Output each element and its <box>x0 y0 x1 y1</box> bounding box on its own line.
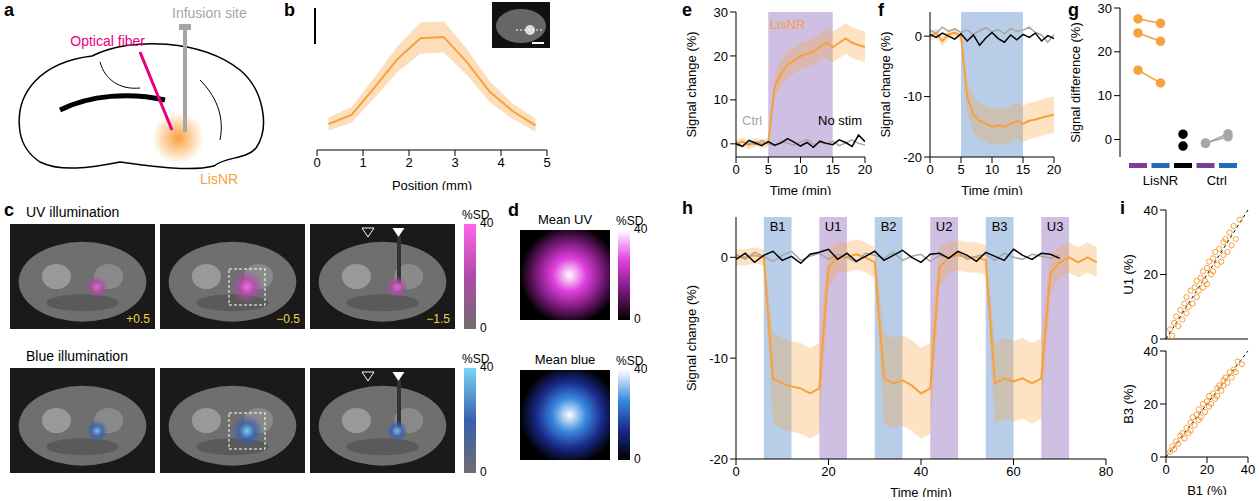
html-text:Blue illumination: Blue illumination <box>26 348 128 364</box>
svg-text:%SD: %SD <box>462 208 490 222</box>
svg-text:15: 15 <box>826 162 840 177</box>
svg-text:Time (min): Time (min) <box>890 485 952 497</box>
svg-text:0: 0 <box>1162 462 1169 477</box>
svg-text:3: 3 <box>451 155 458 170</box>
svg-text:40: 40 <box>480 216 494 230</box>
svg-text:2: 2 <box>405 155 412 170</box>
svg-text:LisNR: LisNR <box>200 171 238 187</box>
svg-text:60: 60 <box>1006 464 1020 479</box>
svg-text:0: 0 <box>480 321 487 335</box>
svg-text:Time (min): Time (min) <box>770 183 832 195</box>
svg-text:0: 0 <box>1105 132 1112 147</box>
svg-text:U1 (%): U1 (%) <box>1121 254 1136 294</box>
svg-text:40: 40 <box>480 360 494 374</box>
svg-text:40: 40 <box>634 222 648 236</box>
svg-text:0: 0 <box>1151 450 1158 465</box>
html-text:g: g <box>1068 0 1079 20</box>
html-text:UV illumination: UV illumination <box>26 204 120 220</box>
html-text:Ctrl: Ctrl <box>1206 173 1227 188</box>
svg-text:10: 10 <box>714 92 728 107</box>
svg-text:-10: -10 <box>709 351 728 366</box>
html-text:e: e <box>682 0 692 20</box>
svg-text:20: 20 <box>1144 397 1158 412</box>
svg-text:Time (min): Time (min) <box>961 183 1023 195</box>
svg-text:B1 (%): B1 (%) <box>1187 483 1227 495</box>
svg-text:Signal change (%): Signal change (%) <box>878 31 893 137</box>
svg-text:0: 0 <box>732 162 739 177</box>
svg-text:5: 5 <box>765 162 772 177</box>
svg-text:-10: -10 <box>903 89 922 104</box>
svg-text:Signal change (%): Signal change (%) <box>684 285 699 391</box>
svg-text:0: 0 <box>480 465 487 479</box>
svg-text:4: 4 <box>497 155 504 170</box>
svg-text:20: 20 <box>858 162 872 177</box>
svg-text:1: 1 <box>359 155 366 170</box>
svg-text:B1: B1 <box>770 219 786 234</box>
svg-text:Signal difference (%): Signal difference (%) <box>1068 22 1083 142</box>
svg-text:80: 80 <box>1099 464 1113 479</box>
svg-text:0: 0 <box>915 29 922 44</box>
svg-text:%SD: %SD <box>616 354 644 368</box>
svg-text:20: 20 <box>1047 162 1061 177</box>
svg-text:B2: B2 <box>881 219 897 234</box>
svg-text:0: 0 <box>721 250 728 265</box>
html-text:Ctrl: Ctrl <box>742 113 763 128</box>
svg-text:10: 10 <box>985 162 999 177</box>
svg-text:B3: B3 <box>992 219 1008 234</box>
html-text:h: h <box>682 198 693 218</box>
svg-text:15: 15 <box>1016 162 1030 177</box>
svg-text:40: 40 <box>1241 462 1255 477</box>
html-text:i: i <box>1120 198 1125 218</box>
svg-text:Infusion site: Infusion site <box>172 5 247 21</box>
svg-text:40: 40 <box>634 362 648 376</box>
svg-text:U2: U2 <box>936 219 953 234</box>
svg-text:-20: -20 <box>903 150 922 165</box>
svg-text:0: 0 <box>634 452 641 466</box>
svg-text:10: 10 <box>793 162 807 177</box>
svg-text:−0.5: −0.5 <box>276 312 300 326</box>
svg-text:Position (mm): Position (mm) <box>392 178 472 190</box>
svg-text:-20: -20 <box>709 452 728 467</box>
svg-text:5: 5 <box>543 155 550 170</box>
svg-text:0: 0 <box>926 162 933 177</box>
html-text:c: c <box>4 200 14 220</box>
svg-text:+0.5: +0.5 <box>126 312 150 326</box>
svg-text:40: 40 <box>1144 203 1158 218</box>
svg-text:20: 20 <box>1200 462 1214 477</box>
svg-text:20: 20 <box>1098 44 1112 59</box>
svg-text:30: 30 <box>714 5 728 20</box>
html-text:b: b <box>284 0 295 20</box>
svg-text:40: 40 <box>914 464 928 479</box>
svg-text:0: 0 <box>1151 332 1158 345</box>
html-text:d: d <box>508 200 519 220</box>
html-text:Mean blue: Mean blue <box>534 352 596 367</box>
html-text:a: a <box>4 0 14 20</box>
svg-text:%SD: %SD <box>616 214 644 228</box>
svg-text:U3: U3 <box>1047 219 1064 234</box>
svg-text:10: 10 <box>1098 88 1112 103</box>
svg-text:20: 20 <box>714 49 728 64</box>
svg-text:B3 (%): B3 (%) <box>1121 384 1136 424</box>
svg-text:0: 0 <box>732 464 739 479</box>
svg-text:−1.5: −1.5 <box>426 312 450 326</box>
svg-text:%SD: %SD <box>462 352 490 366</box>
html-text:Mean UV: Mean UV <box>537 212 593 227</box>
svg-text:Optical fiber: Optical fiber <box>70 33 145 49</box>
svg-text:20: 20 <box>821 464 835 479</box>
svg-text:Signal change (%): Signal change (%) <box>684 31 699 137</box>
html-text:LisNR: LisNR <box>770 17 806 32</box>
html-text:LisNR: LisNR <box>1142 173 1179 188</box>
svg-text:40: 40 <box>1144 345 1158 359</box>
html-text:f: f <box>878 0 884 20</box>
svg-text:U1: U1 <box>825 219 842 234</box>
svg-text:20: 20 <box>1144 267 1158 282</box>
svg-text:5: 5 <box>957 162 964 177</box>
svg-text:30: 30 <box>1098 1 1112 16</box>
html-text:No stim: No stim <box>818 113 863 128</box>
svg-text:0: 0 <box>313 155 320 170</box>
svg-text:0: 0 <box>721 136 728 151</box>
svg-text:0: 0 <box>634 312 641 326</box>
